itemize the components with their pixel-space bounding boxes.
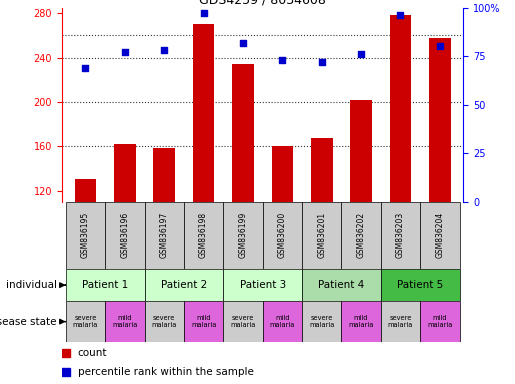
- Text: disease state: disease state: [0, 316, 57, 327]
- Bar: [105, 301, 145, 342]
- Text: mild
malaria: mild malaria: [191, 315, 216, 328]
- Text: percentile rank within the sample: percentile rank within the sample: [78, 367, 254, 377]
- Text: Patient 3: Patient 3: [239, 280, 286, 290]
- Bar: [381, 269, 459, 301]
- Bar: [341, 202, 381, 269]
- Text: GSM836202: GSM836202: [356, 212, 366, 258]
- Bar: [302, 269, 381, 301]
- Text: mild
malaria: mild malaria: [112, 315, 138, 328]
- Text: Patient 2: Patient 2: [161, 280, 207, 290]
- Text: GSM836198: GSM836198: [199, 212, 208, 258]
- Point: [239, 40, 247, 46]
- Bar: [224, 269, 302, 301]
- Point: [121, 49, 129, 55]
- Text: count: count: [78, 348, 107, 358]
- Text: Patient 1: Patient 1: [82, 280, 128, 290]
- Text: severe
malaria: severe malaria: [151, 315, 177, 328]
- Text: severe
malaria: severe malaria: [309, 315, 334, 328]
- Bar: [390, 15, 411, 202]
- Bar: [232, 64, 254, 202]
- Bar: [66, 202, 105, 269]
- Bar: [263, 301, 302, 342]
- Point: [357, 51, 365, 57]
- Bar: [263, 202, 302, 269]
- Text: GSM836200: GSM836200: [278, 212, 287, 258]
- Text: GSM836196: GSM836196: [121, 212, 129, 258]
- Bar: [193, 24, 214, 202]
- Text: Patient 4: Patient 4: [318, 280, 365, 290]
- Bar: [302, 202, 341, 269]
- Bar: [302, 301, 341, 342]
- Point: [160, 47, 168, 53]
- Bar: [350, 100, 372, 202]
- Bar: [66, 301, 105, 342]
- Text: GSM836199: GSM836199: [238, 212, 248, 258]
- Bar: [145, 202, 184, 269]
- Point: [397, 12, 405, 18]
- Text: individual: individual: [6, 280, 57, 290]
- Text: GSM836197: GSM836197: [160, 212, 169, 258]
- Bar: [429, 38, 451, 202]
- Bar: [145, 269, 224, 301]
- Bar: [105, 202, 145, 269]
- Point: [318, 59, 326, 65]
- Bar: [184, 301, 224, 342]
- Text: Patient 5: Patient 5: [397, 280, 443, 290]
- Text: GSM836204: GSM836204: [435, 212, 444, 258]
- Bar: [311, 139, 333, 202]
- Bar: [420, 202, 459, 269]
- Point: [81, 65, 90, 71]
- Text: GSM836195: GSM836195: [81, 212, 90, 258]
- Text: mild
malaria: mild malaria: [427, 315, 453, 328]
- Text: GSM836201: GSM836201: [317, 212, 326, 258]
- Bar: [224, 301, 263, 342]
- Text: GSM836203: GSM836203: [396, 212, 405, 258]
- Point: [199, 10, 208, 17]
- Bar: [381, 202, 420, 269]
- Bar: [184, 202, 224, 269]
- Title: GDS4259 / 8034608: GDS4259 / 8034608: [199, 0, 326, 7]
- Bar: [145, 301, 184, 342]
- Bar: [114, 144, 135, 202]
- Bar: [153, 148, 175, 202]
- Bar: [341, 301, 381, 342]
- Point: [278, 57, 286, 63]
- Text: severe
malaria: severe malaria: [230, 315, 255, 328]
- Text: severe
malaria: severe malaria: [73, 315, 98, 328]
- Text: mild
malaria: mild malaria: [349, 315, 374, 328]
- Bar: [66, 269, 145, 301]
- Text: severe
malaria: severe malaria: [388, 315, 413, 328]
- Bar: [224, 202, 263, 269]
- Bar: [75, 179, 96, 202]
- Bar: [271, 146, 293, 202]
- Bar: [420, 301, 459, 342]
- Text: mild
malaria: mild malaria: [270, 315, 295, 328]
- Point: [436, 43, 444, 50]
- Bar: [381, 301, 420, 342]
